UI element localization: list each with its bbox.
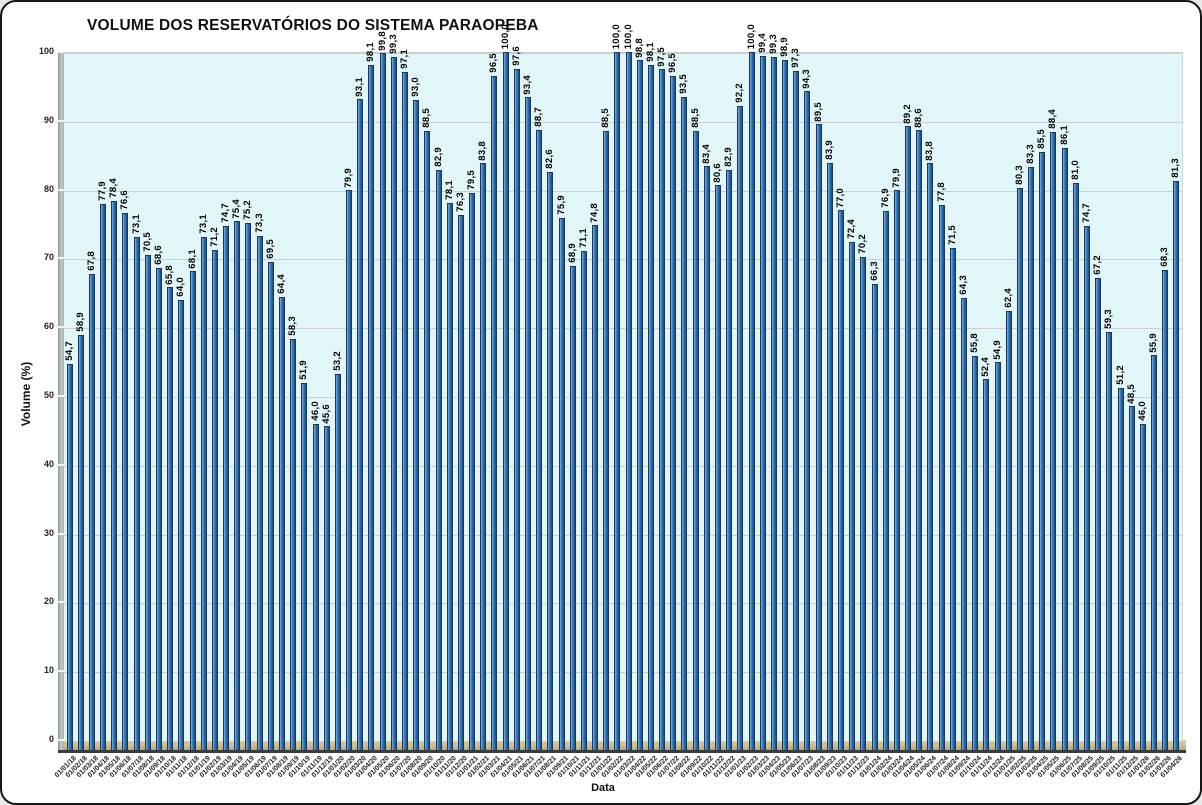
left-wall	[58, 52, 64, 750]
bar-value-label: 100,0	[622, 23, 634, 49]
gridline	[64, 465, 1182, 467]
axis-base-line	[58, 750, 1186, 753]
gridline	[64, 534, 1182, 536]
gridline	[64, 53, 1182, 54]
gridline	[64, 603, 1182, 605]
y-axis-title: Volume (%)	[19, 361, 33, 427]
gridline	[64, 190, 1182, 192]
y-tick-label: 30	[43, 527, 54, 538]
gridline	[64, 397, 1182, 398]
gridline	[64, 328, 1182, 330]
y-tick-label: 0	[48, 734, 54, 744]
y-tick-label: 90	[43, 114, 54, 125]
gridline	[64, 121, 1182, 123]
y-tick-label: 10	[43, 665, 54, 676]
plot-area	[64, 52, 1183, 741]
bar-value-label: 100,0	[745, 23, 757, 49]
y-tick-label: 100	[38, 46, 54, 56]
chart-title: VOLUME DOS RESERVATÓRIOS DO SISTEMA PARA…	[87, 17, 539, 34]
y-tick-label: 60	[43, 321, 54, 332]
y-tick-label: 20	[43, 596, 54, 607]
y-tick-label: 80	[43, 183, 54, 194]
x-axis-title: Data	[591, 782, 615, 794]
gridline	[64, 259, 1182, 261]
floor	[64, 740, 1186, 750]
bar-value-label: 100,0	[611, 23, 623, 49]
y-tick-label: 40	[43, 458, 54, 469]
bar-value-label: 99,3	[387, 34, 399, 54]
bar-value-label: 99,3	[767, 34, 779, 54]
bar-value-label: 99,4	[756, 33, 768, 54]
gridline	[64, 672, 1182, 674]
y-tick-label: 70	[43, 252, 54, 263]
